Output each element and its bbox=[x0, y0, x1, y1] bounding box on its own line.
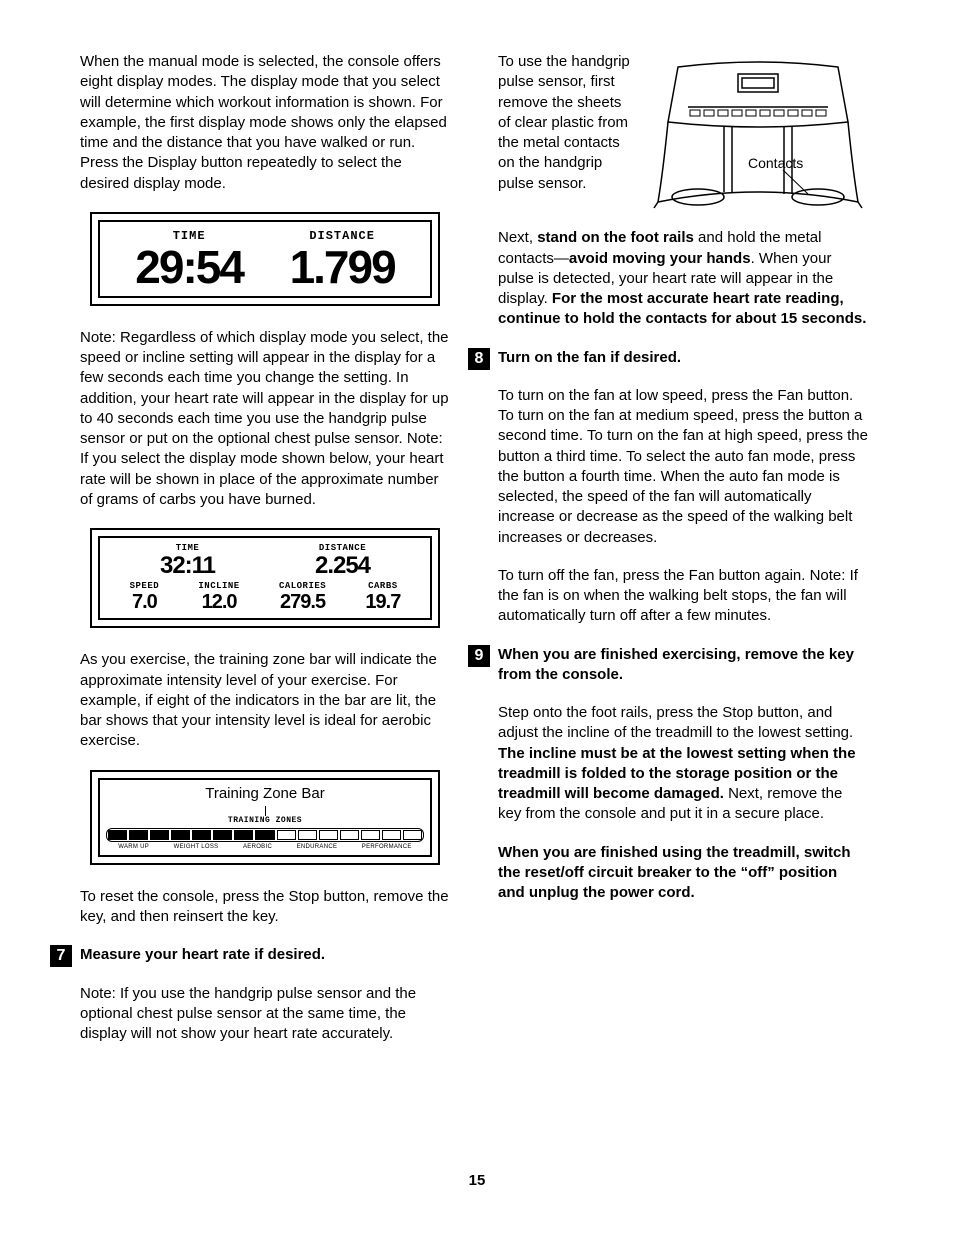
tz-segment bbox=[108, 830, 127, 840]
lcd2-calories-value: 279.5 bbox=[279, 592, 326, 612]
paragraph: When the manual mode is selected, the co… bbox=[80, 52, 450, 194]
tz-segment bbox=[150, 830, 169, 840]
tz-segment bbox=[319, 830, 338, 840]
tz-segment bbox=[171, 830, 190, 840]
left-column: When the manual mode is selected, the co… bbox=[80, 52, 450, 1062]
step-marker-9: 9 bbox=[468, 645, 490, 667]
paragraph: Note: Regardless of which display mode y… bbox=[80, 328, 450, 510]
console-svg-icon: Contacts bbox=[648, 52, 868, 212]
lcd2-time-value: 32:11 bbox=[122, 554, 252, 578]
tz-segment bbox=[382, 830, 401, 840]
lcd2-carbs-value: 19.7 bbox=[365, 592, 400, 612]
step-8-body-1: To turn on the fan at low speed, press t… bbox=[498, 386, 868, 548]
lcd2-distance-value: 2.254 bbox=[277, 554, 407, 578]
tz-segment bbox=[277, 830, 296, 840]
tz-zone-label: ENDURANCE bbox=[297, 843, 338, 851]
tz-zone-label: WARM UP bbox=[118, 843, 149, 851]
tz-zone-label: AEROBIC bbox=[243, 843, 272, 851]
step-9-body-2: When you are finished using the treadmil… bbox=[498, 843, 868, 904]
right-column: Contacts To use the handgrip pulse senso… bbox=[498, 52, 868, 1062]
tz-subtitle: TRAINING ZONES bbox=[106, 816, 424, 827]
lcd2-incline-value: 12.0 bbox=[198, 592, 239, 612]
step-8-title: Turn on the fan if desired. bbox=[498, 348, 868, 368]
tz-segment bbox=[255, 830, 274, 840]
console-display-2: TIME 32:11 DISTANCE 2.254 SPEED 7.0 bbox=[90, 528, 440, 628]
console-display-1: TIME 29:54 DISTANCE 1.799 bbox=[90, 212, 440, 306]
treadmill-console-illustration: Contacts bbox=[648, 52, 868, 218]
step-marker-8: 8 bbox=[468, 348, 490, 370]
contacts-label: Contacts bbox=[748, 155, 803, 171]
tz-zone-labels: WARM UP WEIGHT LOSS AEROBIC ENDURANCE PERFOR… bbox=[106, 843, 424, 851]
tz-segment bbox=[298, 830, 317, 840]
tz-segment bbox=[234, 830, 253, 840]
step-marker-7: 7 bbox=[50, 945, 72, 967]
tz-segment bbox=[213, 830, 232, 840]
paragraph: As you exercise, the training zone bar w… bbox=[80, 650, 450, 751]
tz-zone-label: PERFORMANCE bbox=[362, 843, 412, 851]
tz-segment bbox=[192, 830, 211, 840]
manual-page: When the manual mode is selected, the co… bbox=[0, 0, 954, 1235]
lcd2-speed-value: 7.0 bbox=[130, 592, 160, 612]
training-zone-display: Training Zone Bar TRAINING ZONES WARM UP… bbox=[90, 770, 440, 865]
tz-segment-bar bbox=[106, 828, 424, 842]
tz-zone-label: WEIGHT LOSS bbox=[174, 843, 219, 851]
paragraph: To reset the console, press the Stop but… bbox=[80, 887, 450, 928]
page-number: 15 bbox=[0, 1172, 954, 1189]
step-9-title: When you are finished exercising, remove… bbox=[498, 645, 868, 686]
tz-segment bbox=[403, 830, 422, 840]
tz-segment bbox=[361, 830, 380, 840]
step-8-body-2: To turn off the fan, press the Fan butto… bbox=[498, 566, 868, 627]
step-7-title: Measure your heart rate if desired. bbox=[80, 945, 450, 965]
step-9-body-1: Step onto the foot rails, press the Stop… bbox=[498, 703, 868, 825]
pulse-sensor-instructions: Next, stand on the foot rails and hold t… bbox=[498, 228, 868, 329]
tz-segment bbox=[129, 830, 148, 840]
lcd-distance-value: 1.799 bbox=[290, 244, 395, 290]
lcd-time-value: 29:54 bbox=[135, 244, 243, 290]
tz-segment bbox=[340, 830, 359, 840]
tz-title: Training Zone Bar bbox=[106, 784, 424, 804]
tz-pointer-icon bbox=[265, 806, 266, 816]
step-7-body: Note: If you use the handgrip pulse sens… bbox=[80, 984, 450, 1045]
